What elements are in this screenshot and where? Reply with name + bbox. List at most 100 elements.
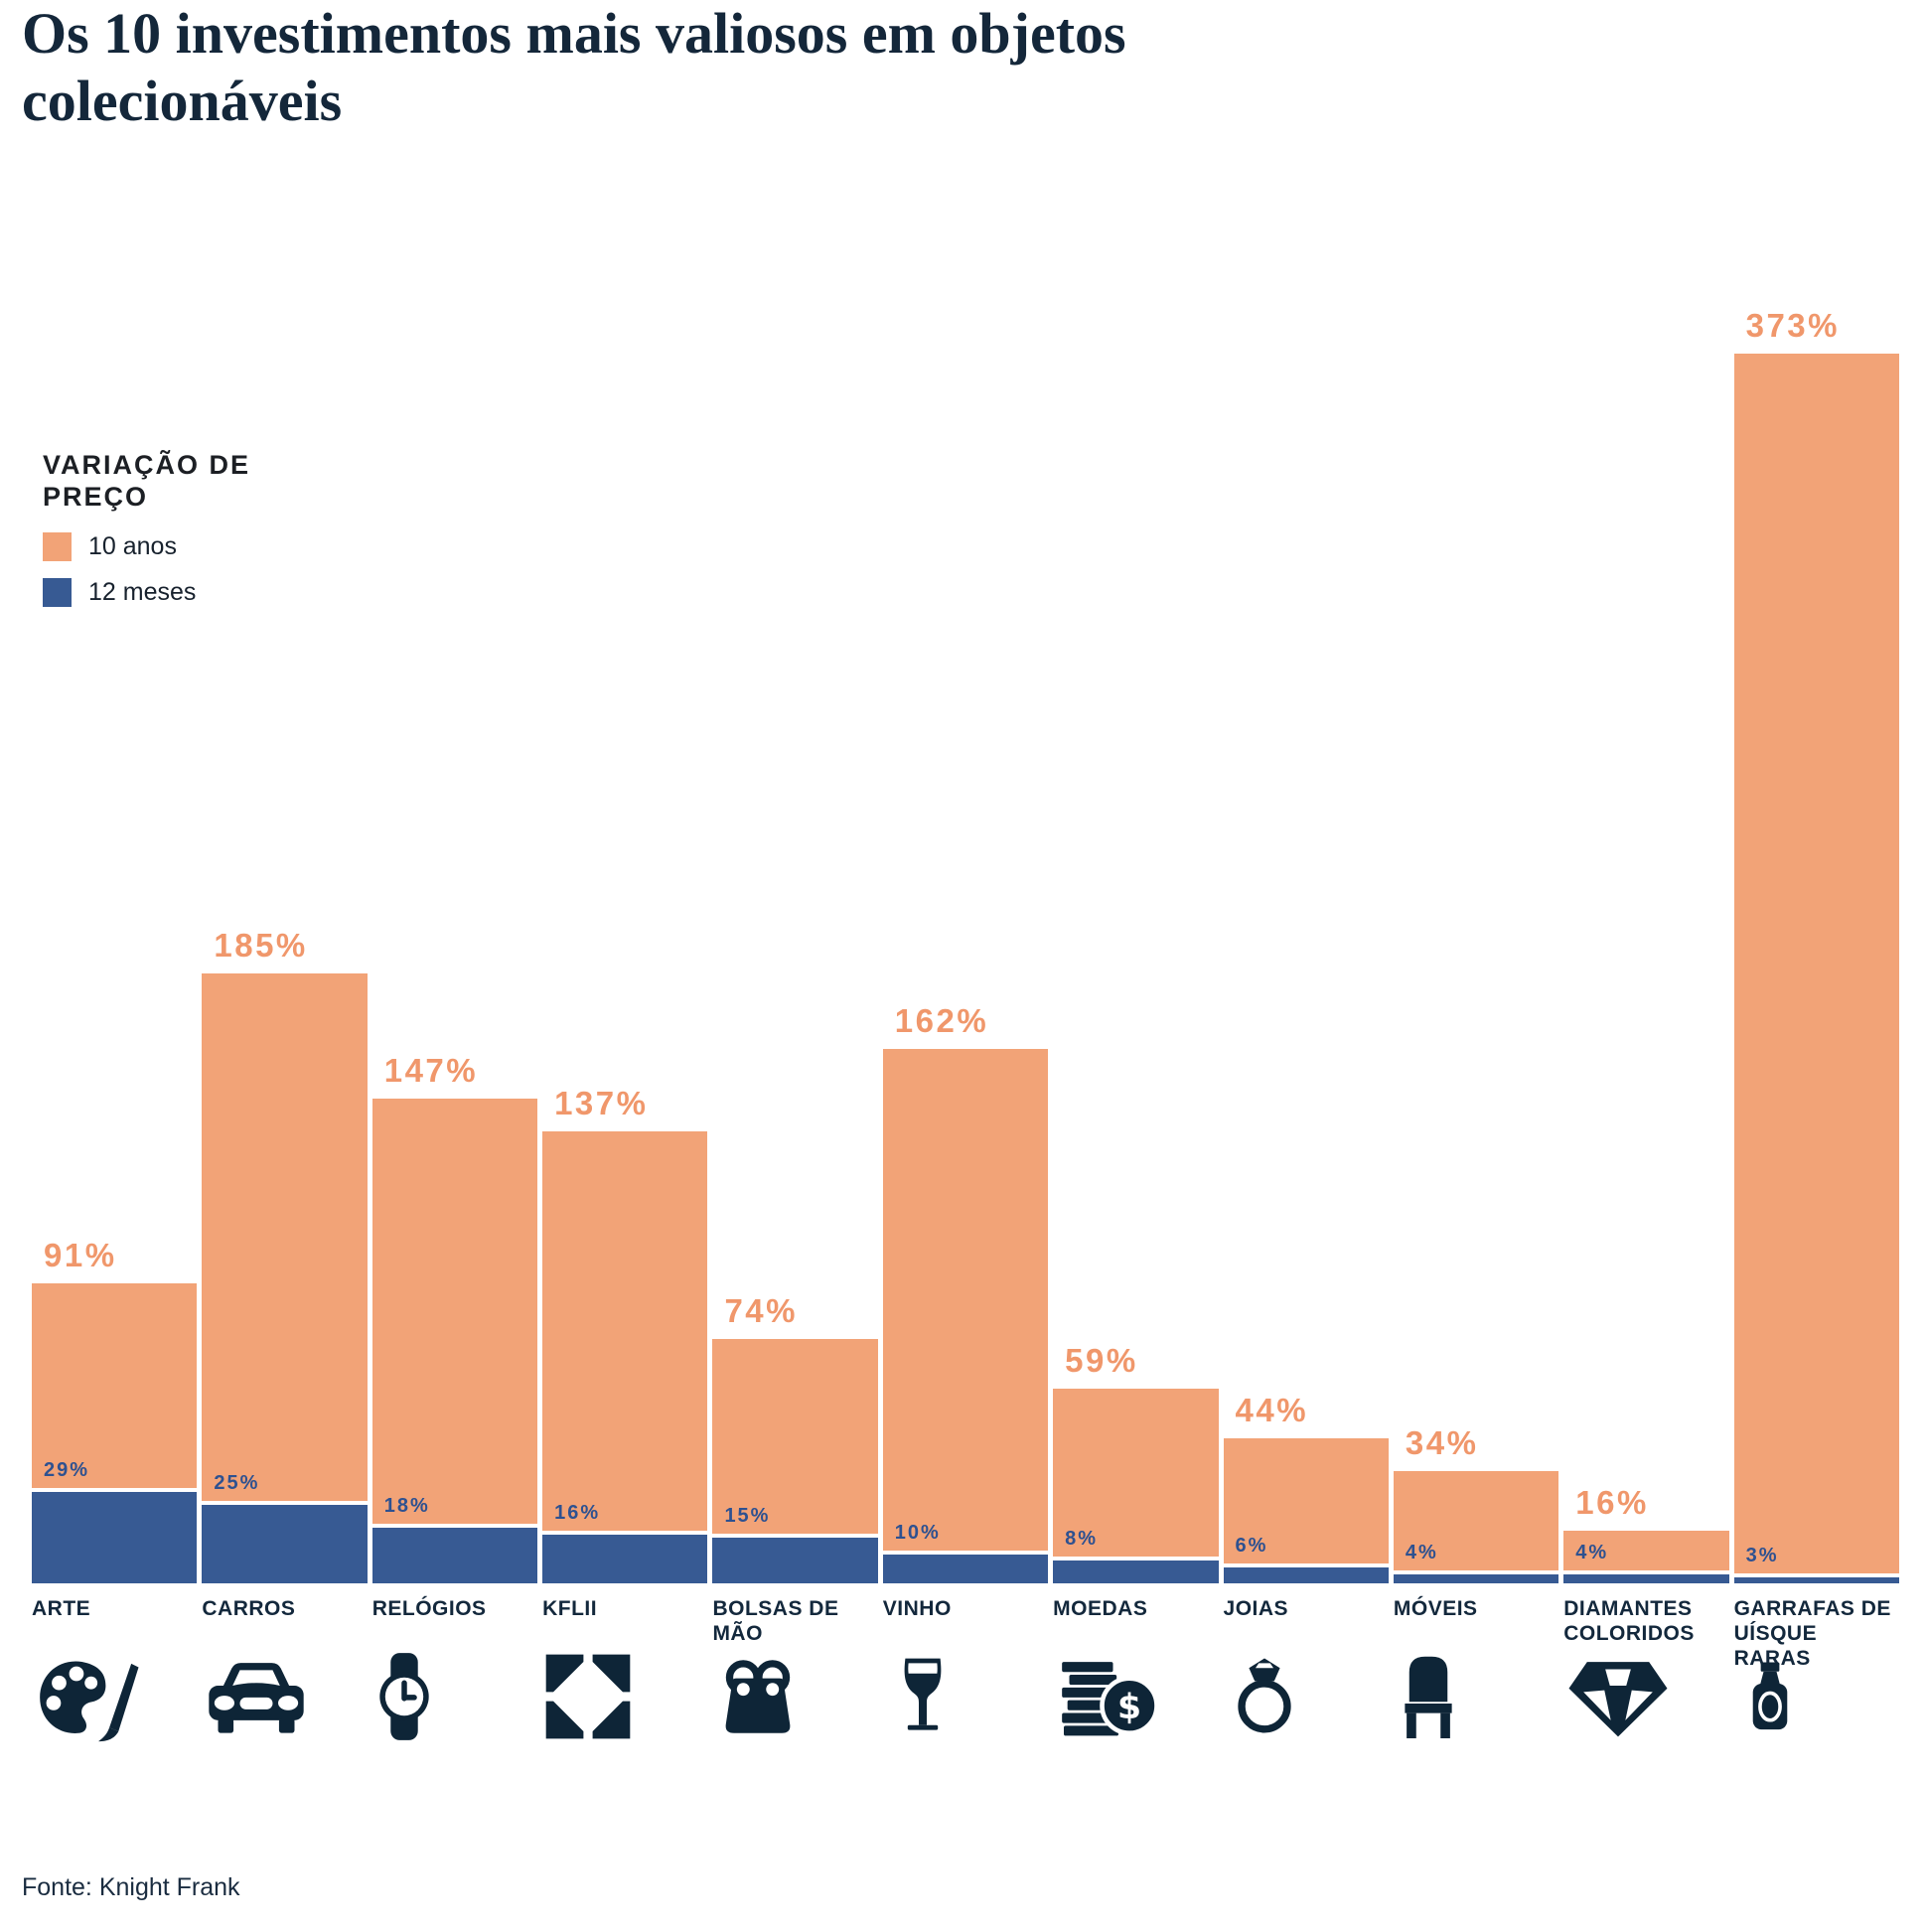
value-label-12-meses: 10% bbox=[894, 1522, 941, 1544]
value-label-10-anos: 34% bbox=[1405, 1424, 1479, 1461]
bar-group: 373% 3% bbox=[1733, 238, 1899, 1583]
handbag-icon bbox=[726, 1660, 791, 1733]
chart-column: 137% 16% KFLII bbox=[542, 238, 708, 1744]
category-label: CARROS bbox=[202, 1597, 296, 1620]
bar-10-anos bbox=[202, 973, 368, 1583]
value-label-12-meses: 18% bbox=[383, 1495, 430, 1517]
value-label-12-meses: 4% bbox=[1405, 1542, 1438, 1563]
category-label: BOLSAS DE MÃO bbox=[712, 1597, 839, 1645]
chair-icon bbox=[1405, 1656, 1452, 1738]
chart-column: 373% 3% GARRAFAS DE UÍSQUE RARAS bbox=[1733, 238, 1899, 1744]
value-label-10-anos: 91% bbox=[44, 1237, 117, 1273]
bar-group: 59% 8% bbox=[1053, 238, 1219, 1583]
bar-group: 74% 15% bbox=[712, 238, 878, 1583]
value-label-12-meses: 29% bbox=[44, 1459, 90, 1481]
bar-group: 185% 25% bbox=[202, 238, 368, 1583]
bar-12-meses bbox=[32, 1488, 198, 1583]
value-label-10-anos: 44% bbox=[1235, 1392, 1309, 1428]
category-icon-cell bbox=[1224, 1651, 1389, 1744]
category-label: VINHO bbox=[882, 1597, 952, 1620]
legend-label: 12 meses bbox=[88, 578, 197, 606]
value-label-10-anos: 137% bbox=[554, 1085, 649, 1121]
category-icon-cell bbox=[372, 1651, 537, 1744]
bar-10-anos bbox=[1223, 1438, 1389, 1583]
ring-icon bbox=[1237, 1658, 1291, 1733]
legend-title: VARIAÇÃO DE PREÇO bbox=[43, 450, 251, 512]
chart-column: 162% 10% VINHO bbox=[882, 238, 1049, 1744]
whisky-bottle-icon bbox=[1752, 1662, 1787, 1730]
category-label: DIAMANTES COLORIDOS bbox=[1563, 1597, 1695, 1645]
category-icon-cell bbox=[1734, 1651, 1899, 1744]
value-label-10-anos: 59% bbox=[1065, 1342, 1138, 1379]
value-label-10-anos: 185% bbox=[214, 927, 308, 964]
chart-column: 44% 6% JOIAS bbox=[1223, 238, 1389, 1744]
bar-group: 137% 16% bbox=[542, 238, 708, 1583]
legend-swatch-orange bbox=[43, 532, 72, 561]
category-icon-cell bbox=[883, 1651, 1048, 1744]
value-label-10-anos: 373% bbox=[1745, 307, 1840, 344]
value-label-10-anos: 147% bbox=[383, 1052, 479, 1089]
svg-text:$: $ bbox=[1117, 1688, 1141, 1727]
category-label: KFLII bbox=[542, 1597, 598, 1620]
chart-column: 34% 4% MÓVEIS bbox=[1393, 238, 1559, 1744]
bar-12-meses bbox=[371, 1524, 538, 1583]
bar-12-meses bbox=[542, 1531, 708, 1583]
category-icon-cell bbox=[542, 1651, 707, 1744]
bar-12-meses bbox=[1733, 1573, 1899, 1583]
value-label-12-meses: 16% bbox=[554, 1502, 601, 1524]
category-icon-cell bbox=[32, 1651, 197, 1744]
category-label: GARRAFAS DE UÍSQUE RARAS bbox=[1733, 1597, 1891, 1670]
value-label-12-meses: 15% bbox=[724, 1505, 771, 1527]
bar-10-anos bbox=[1393, 1471, 1559, 1583]
bar-12-meses bbox=[1053, 1557, 1219, 1583]
bar-10-anos bbox=[542, 1131, 708, 1583]
category-icon-cell bbox=[202, 1651, 367, 1744]
diamond-icon bbox=[1568, 1662, 1668, 1737]
chart-column: 16% 4% DIAMANTES COLORIDOS bbox=[1563, 238, 1729, 1744]
value-label-12-meses: 6% bbox=[1235, 1535, 1268, 1557]
bar-group: 162% 10% bbox=[882, 238, 1049, 1583]
bar-10-anos bbox=[1733, 354, 1899, 1583]
category-label: ARTE bbox=[32, 1597, 91, 1620]
value-label-10-anos: 162% bbox=[894, 1002, 989, 1039]
value-label-10-anos: 16% bbox=[1575, 1484, 1649, 1521]
palette-icon bbox=[40, 1661, 139, 1742]
value-label-12-meses: 8% bbox=[1065, 1528, 1099, 1550]
legend-item-12-meses: 12 meses bbox=[43, 578, 250, 607]
bar-12-meses bbox=[1563, 1570, 1729, 1583]
legend-item-10-anos: 10 anos bbox=[43, 532, 250, 561]
bar-10-anos bbox=[371, 1099, 538, 1583]
chart-column: 147% 18% RELÓGIOS bbox=[371, 238, 538, 1744]
category-icon-cell bbox=[712, 1651, 877, 1744]
value-label-10-anos: 74% bbox=[724, 1292, 798, 1329]
watch-icon bbox=[379, 1653, 429, 1740]
bar-chart: 91% 29% ARTE 185% 25% CARROS bbox=[32, 238, 1899, 1744]
bar-12-meses bbox=[882, 1551, 1049, 1583]
value-label-12-meses: 25% bbox=[214, 1472, 260, 1494]
value-label-12-meses: 4% bbox=[1575, 1542, 1609, 1563]
bar-12-meses bbox=[712, 1534, 878, 1583]
chart-column: 59% 8% MOEDAS $ bbox=[1053, 238, 1219, 1744]
bar-group: 34% 4% bbox=[1393, 238, 1559, 1583]
chart-column: 91% 29% ARTE bbox=[32, 238, 198, 1744]
bar-group: 91% 29% bbox=[32, 238, 198, 1583]
coins-icon: $ bbox=[1062, 1662, 1159, 1736]
wine-glass-icon bbox=[904, 1658, 942, 1730]
legend-swatch-blue bbox=[43, 578, 72, 607]
category-label: JOIAS bbox=[1223, 1597, 1289, 1620]
category-icon-cell bbox=[1394, 1651, 1558, 1744]
bar-group: 16% 4% bbox=[1563, 238, 1729, 1583]
bar-group: 44% 6% bbox=[1223, 238, 1389, 1583]
bar-12-meses bbox=[202, 1501, 368, 1583]
bar-10-anos bbox=[1053, 1389, 1219, 1583]
value-label-12-meses: 3% bbox=[1745, 1545, 1779, 1566]
kf-index-icon bbox=[545, 1654, 631, 1739]
bar-10-anos bbox=[882, 1049, 1049, 1583]
category-label: RELÓGIOS bbox=[371, 1597, 487, 1620]
category-label: MOEDAS bbox=[1053, 1597, 1148, 1620]
bar-12-meses bbox=[1223, 1563, 1389, 1583]
bar-group: 147% 18% bbox=[371, 238, 538, 1583]
page-title: Os 10 investimentos mais valiosos em obj… bbox=[22, 1, 1126, 133]
chart-column: 74% 15% BOLSAS DE MÃO bbox=[712, 238, 878, 1744]
